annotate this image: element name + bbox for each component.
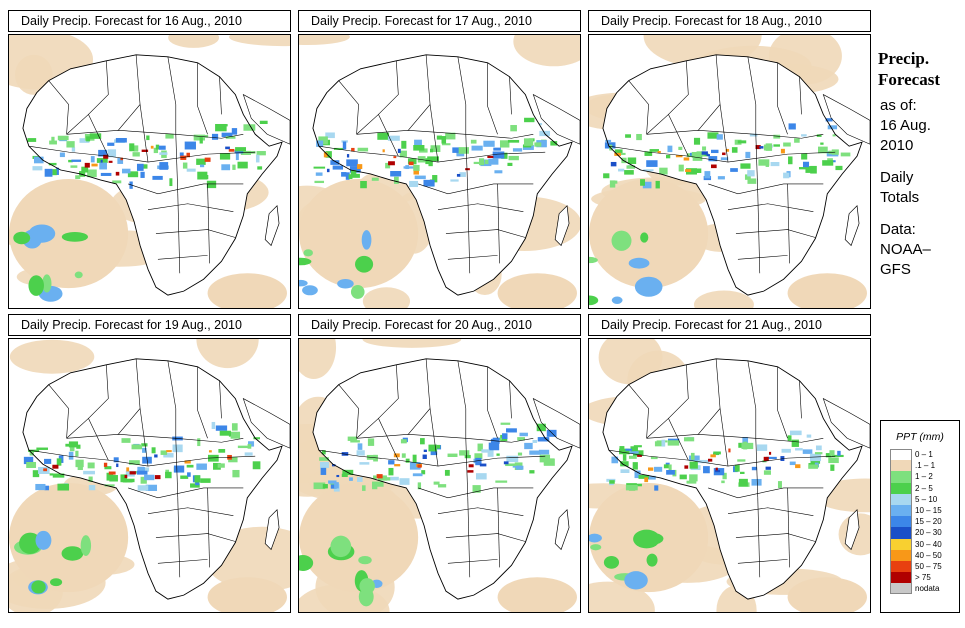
- panel-title: Daily Precip. Forecast for 19 Aug., 2010: [8, 314, 291, 336]
- legend-item: .1 – 1: [890, 460, 959, 472]
- asof-date-line2: 2010: [880, 137, 914, 154]
- legend-swatch: [890, 516, 912, 528]
- legend-swatch: [890, 460, 912, 472]
- panel-title: Daily Precip. Forecast for 20 Aug., 2010: [298, 314, 581, 336]
- asof-date-line1: 16 Aug.: [880, 117, 931, 134]
- legend-swatch: [890, 572, 912, 584]
- precip-map: [588, 338, 871, 613]
- legend-swatch: [890, 549, 912, 561]
- panel-title: Daily Precip. Forecast for 16 Aug., 2010: [8, 10, 291, 32]
- legend-label: 15 – 20: [915, 517, 942, 527]
- forecast-panel-4: Daily Precip. Forecast for 19 Aug., 2010: [8, 314, 291, 613]
- side-title-line1: Precip.: [878, 49, 930, 68]
- forecast-panel-6: Daily Precip. Forecast for 21 Aug., 2010: [588, 314, 871, 613]
- legend-swatch: [890, 538, 912, 550]
- legend-label: nodata: [915, 584, 940, 594]
- legend-swatch: [890, 527, 912, 539]
- data-label: Data:: [880, 221, 916, 238]
- legend-item: > 75: [890, 572, 959, 584]
- legend-item: 15 – 20: [890, 516, 959, 528]
- legend-label: 0 – 1: [915, 450, 933, 460]
- panel-title: Daily Precip. Forecast for 17 Aug., 2010: [298, 10, 581, 32]
- legend-item: 5 – 10: [890, 493, 959, 505]
- totals-line1: Daily: [880, 169, 914, 186]
- totals-line2: Totals: [880, 189, 920, 206]
- legend-item: 2 – 5: [890, 482, 959, 494]
- legend-swatch: [890, 493, 912, 505]
- legend-label: 40 – 50: [915, 550, 942, 560]
- forecast-panel-5: Daily Precip. Forecast for 20 Aug., 2010: [298, 314, 581, 613]
- precip-map: [298, 338, 581, 613]
- precip-map: [298, 34, 581, 309]
- legend-swatch: [890, 449, 912, 461]
- legend-swatch: [890, 504, 912, 517]
- data-source-line1: NOAA–: [880, 241, 931, 258]
- legend-title: PPT (mm): [896, 431, 944, 443]
- legend-swatch: [890, 471, 912, 483]
- legend-label: .1 – 1: [915, 461, 936, 471]
- legend-label: 5 – 10: [915, 494, 938, 504]
- side-title-line2: Forecast: [878, 70, 940, 89]
- legend-item: 1 – 2: [890, 471, 959, 483]
- legend-label: 20 – 30: [915, 528, 942, 538]
- data-source-line2: GFS: [880, 261, 911, 278]
- legend-label: > 75: [915, 573, 931, 583]
- side-info: as of: 16 Aug. 2010 Daily Totals Data: N…: [880, 96, 965, 280]
- panel-title: Daily Precip. Forecast for 18 Aug., 2010: [588, 10, 871, 32]
- forecast-panel-3: Daily Precip. Forecast for 18 Aug., 2010: [588, 10, 871, 309]
- legend-label: 50 – 75: [915, 561, 942, 571]
- legend-label: 30 – 40: [915, 539, 942, 549]
- legend-item: 20 – 30: [890, 527, 959, 539]
- legend-label: 1 – 2: [915, 472, 933, 482]
- legend-swatch: [890, 560, 912, 573]
- precip-map: [8, 34, 291, 309]
- legend-label: 2 – 5: [915, 483, 933, 493]
- forecast-panel-2: Daily Precip. Forecast for 17 Aug., 2010: [298, 10, 581, 309]
- side-title: Precip. Forecast: [878, 48, 965, 90]
- legend-item: 10 – 15: [890, 504, 959, 517]
- legend-label: 10 – 15: [915, 506, 942, 516]
- forecast-panel-1: Daily Precip. Forecast for 16 Aug., 2010: [8, 10, 291, 309]
- legend-item: 30 – 40: [890, 538, 959, 550]
- precip-map: [588, 34, 871, 309]
- legend-item: nodata: [890, 583, 959, 595]
- legend-swatch: [890, 482, 912, 494]
- asof-label: as of:: [880, 97, 917, 114]
- legend-item: 0 – 1: [890, 449, 959, 461]
- legend-item: 40 – 50: [890, 549, 959, 561]
- legend-item: 50 – 75: [890, 560, 959, 573]
- legend-swatch: [890, 583, 912, 595]
- panel-title: Daily Precip. Forecast for 21 Aug., 2010: [588, 314, 871, 336]
- precip-map: [8, 338, 291, 613]
